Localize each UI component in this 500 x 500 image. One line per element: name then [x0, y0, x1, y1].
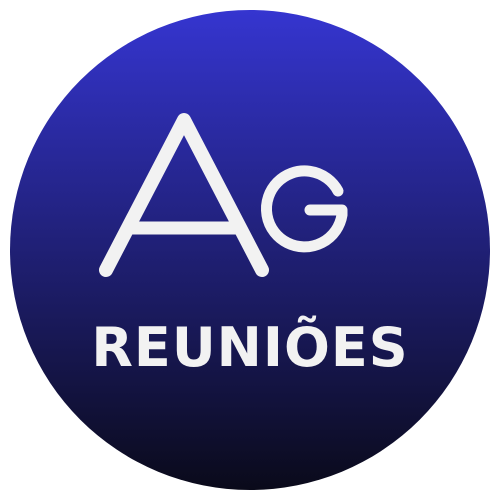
monogram-letter-a	[99, 113, 269, 277]
monogram-letter-g	[261, 165, 348, 253]
logo-wordmark: REUNIÕES	[91, 316, 409, 379]
ag-monogram	[99, 113, 348, 277]
